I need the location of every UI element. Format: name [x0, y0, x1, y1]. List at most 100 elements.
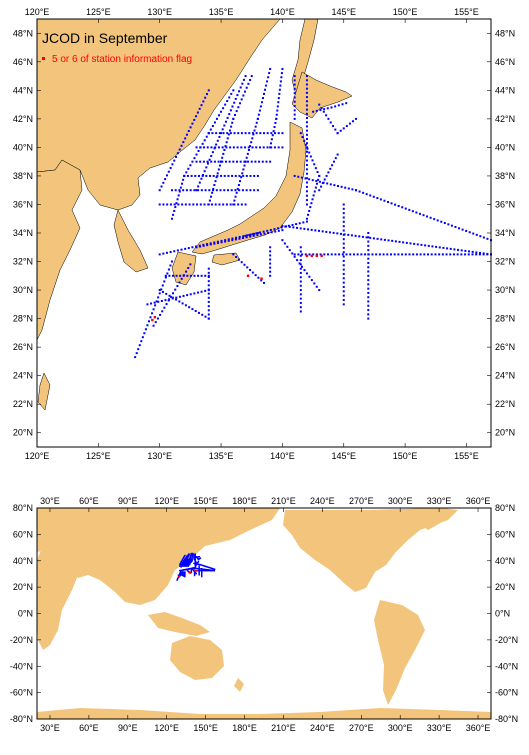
station-point: [311, 198, 314, 201]
station-point: [194, 560, 197, 562]
station-point: [224, 239, 227, 242]
station-point: [212, 187, 215, 190]
station-point: [201, 567, 203, 570]
station-point: [376, 197, 379, 200]
station-point: [326, 107, 329, 110]
station-point: [280, 76, 283, 79]
station-point: [242, 174, 245, 177]
station-point: [175, 298, 178, 301]
station-point: [167, 170, 170, 173]
station-point: [197, 556, 199, 558]
station-point: [230, 125, 233, 128]
station-point: [232, 146, 235, 149]
station-point: [305, 172, 308, 175]
station-point: [251, 132, 254, 135]
station-point: [161, 290, 164, 293]
station-point: [204, 565, 207, 568]
station-point: [214, 180, 217, 183]
station-point: [240, 203, 243, 206]
station-point: [398, 240, 401, 243]
station-point: [358, 235, 361, 238]
station-point: [293, 253, 296, 256]
regional-lon-label-bottom: 135°E: [209, 451, 234, 461]
station-point: [258, 109, 261, 112]
station-point: [435, 245, 438, 248]
station-point: [180, 565, 182, 567]
station-point: [305, 87, 308, 90]
station-point: [478, 253, 481, 256]
station-point: [193, 157, 196, 160]
station-point: [190, 555, 192, 557]
station-point: [209, 174, 212, 177]
station-point: [187, 247, 190, 250]
station-point: [318, 289, 321, 292]
station-point: [224, 160, 227, 163]
station-point: [460, 253, 463, 256]
station-point: [305, 168, 308, 171]
station-point: [182, 178, 185, 181]
station-point: [169, 251, 172, 254]
station-point: [471, 250, 474, 253]
station-point: [212, 568, 214, 570]
station-point: [331, 164, 334, 167]
station-point: [250, 141, 253, 144]
station-point: [367, 257, 370, 260]
station-point: [305, 199, 308, 202]
station-point: [305, 159, 308, 162]
regional-lat-label-right: 30°N: [495, 285, 515, 295]
station-point: [158, 253, 161, 256]
station-point: [226, 137, 229, 140]
station-point: [204, 569, 206, 572]
station-point: [397, 204, 400, 207]
station-point: [330, 106, 333, 109]
station-point: [180, 144, 183, 147]
station-point: [190, 554, 192, 556]
station-point: [180, 570, 182, 572]
station-point: [360, 253, 363, 256]
station-point: [188, 561, 190, 563]
station-point: [192, 203, 195, 206]
station-point: [251, 146, 254, 149]
station-point: [229, 203, 232, 206]
station-point: [247, 146, 250, 149]
station-point: [183, 573, 185, 575]
station-point: [305, 138, 308, 141]
station-point: [302, 221, 305, 224]
station-point: [233, 203, 236, 206]
station-point: [345, 102, 348, 105]
station-point: [202, 568, 205, 570]
station-point: [138, 344, 141, 347]
station-point: [475, 253, 478, 256]
world-lat-label-left: 40°N: [13, 556, 33, 566]
station-point: [206, 146, 209, 149]
station-point: [179, 572, 182, 574]
station-point: [452, 253, 455, 256]
station-point: [151, 312, 154, 315]
station-point: [318, 180, 321, 183]
station-point: [185, 561, 187, 563]
station-point: [367, 304, 370, 307]
regional-lon-label-bottom: 130°E: [147, 451, 172, 461]
station-point: [193, 189, 196, 192]
station-point: [244, 160, 247, 163]
station-point: [197, 185, 200, 188]
station-point: [305, 194, 308, 197]
station-point: [273, 146, 276, 149]
station-point: [179, 186, 182, 189]
station-point: [323, 253, 326, 256]
taiwan: [37, 372, 51, 411]
station-point: [231, 121, 234, 124]
station-point: [190, 560, 193, 562]
station-point: [263, 281, 265, 284]
station-point: [327, 253, 330, 256]
station-point: [305, 146, 308, 149]
station-point: [210, 567, 212, 569]
station-point: [303, 227, 306, 230]
station-point: [475, 233, 478, 236]
station-point: [312, 194, 315, 197]
world-lat-label-right: 40°N: [495, 556, 515, 566]
station-point: [193, 555, 195, 558]
station-point: [415, 211, 418, 214]
station-point: [299, 280, 302, 283]
station-point: [296, 259, 299, 262]
